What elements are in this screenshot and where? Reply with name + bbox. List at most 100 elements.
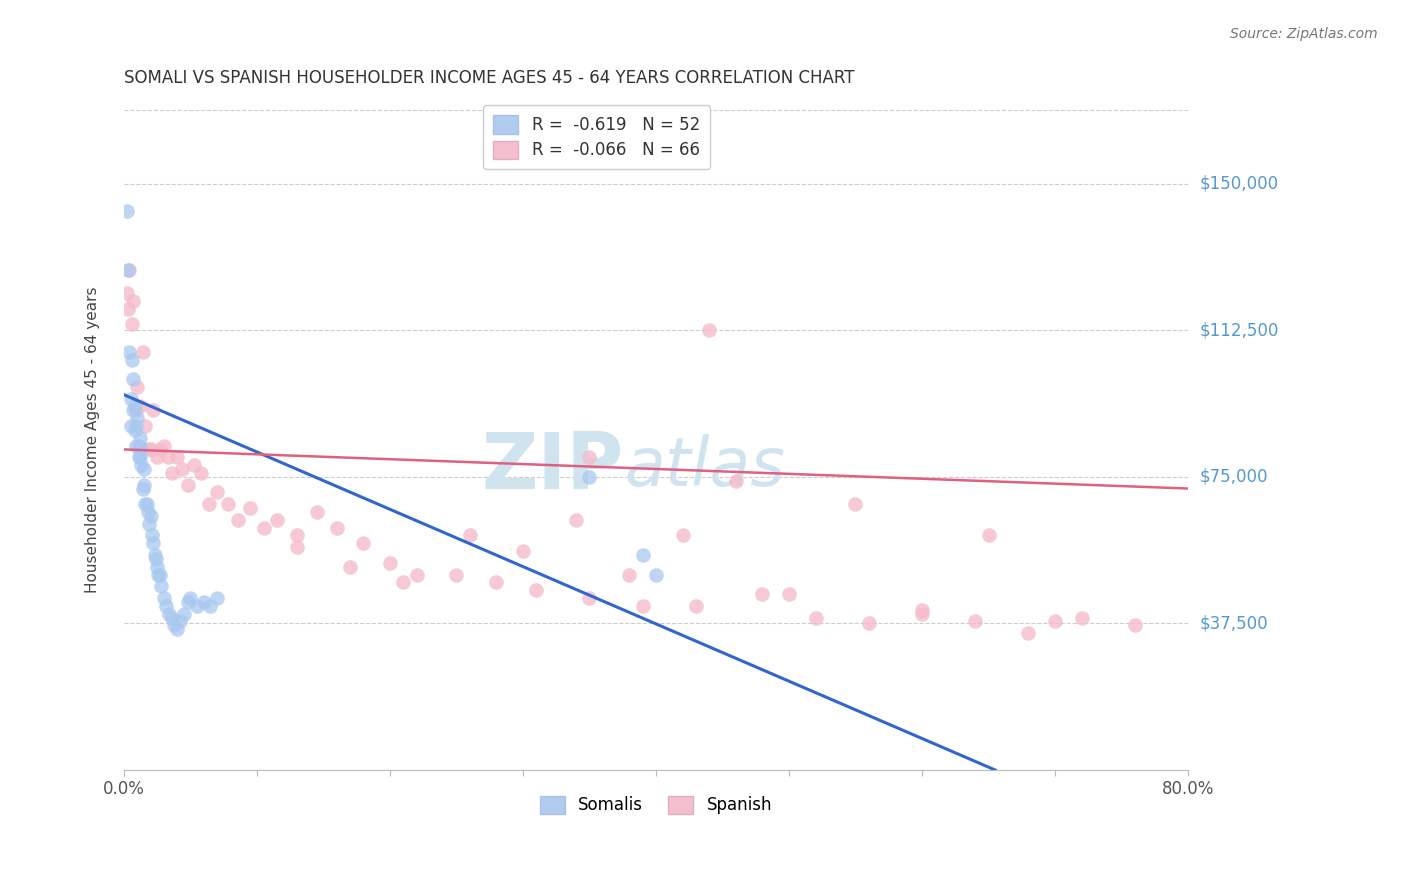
Point: [127, 411, 149, 425]
Point: [128, 438, 150, 452]
Point: [392, 575, 415, 590]
Point: [217, 497, 239, 511]
Point: [145, 552, 167, 566]
Point: [183, 458, 205, 472]
Text: $112,500: $112,500: [1199, 321, 1278, 339]
Point: [285, 540, 308, 554]
Point: [125, 438, 148, 452]
Point: [146, 450, 169, 465]
Point: [671, 528, 693, 542]
Point: [122, 293, 145, 308]
Point: [156, 450, 179, 465]
Point: [166, 450, 188, 465]
Point: [134, 497, 156, 511]
Point: [121, 318, 143, 332]
Point: [157, 607, 180, 621]
Point: [155, 599, 177, 613]
Text: $37,500: $37,500: [1199, 615, 1268, 632]
Point: [142, 536, 165, 550]
Point: [134, 419, 156, 434]
Point: [239, 501, 262, 516]
Point: [645, 567, 668, 582]
Point: [512, 544, 534, 558]
Point: [911, 607, 934, 621]
Point: [911, 603, 934, 617]
Point: [804, 610, 827, 624]
Point: [177, 477, 200, 491]
Point: [266, 513, 288, 527]
Text: $75,000: $75,000: [1199, 467, 1268, 486]
Point: [124, 423, 146, 437]
Point: [485, 575, 508, 590]
Point: [135, 497, 157, 511]
Point: [124, 400, 146, 414]
Point: [190, 466, 212, 480]
Point: [858, 616, 880, 631]
Point: [844, 497, 866, 511]
Point: [619, 567, 641, 582]
Point: [325, 521, 347, 535]
Point: [205, 591, 228, 605]
Point: [226, 513, 249, 527]
Point: [405, 567, 427, 582]
Point: [149, 567, 172, 582]
Point: [198, 497, 221, 511]
Point: [578, 450, 600, 465]
Point: [458, 528, 481, 542]
Text: Source: ZipAtlas.com: Source: ZipAtlas.com: [1230, 27, 1378, 41]
Point: [169, 615, 191, 629]
Point: [578, 591, 600, 605]
Point: [578, 470, 600, 484]
Point: [136, 442, 159, 457]
Point: [138, 516, 160, 531]
Point: [146, 559, 169, 574]
Point: [117, 262, 139, 277]
Point: [149, 442, 172, 457]
Point: [139, 442, 162, 457]
Point: [205, 485, 228, 500]
Point: [565, 513, 588, 527]
Text: atlas: atlas: [624, 434, 785, 500]
Point: [127, 380, 149, 394]
Point: [153, 591, 176, 605]
Point: [1070, 610, 1092, 624]
Point: [724, 474, 747, 488]
Point: [163, 618, 186, 632]
Point: [186, 599, 208, 613]
Point: [252, 521, 274, 535]
Point: [131, 482, 153, 496]
Point: [115, 204, 138, 219]
Point: [177, 595, 200, 609]
Point: [128, 450, 150, 465]
Point: [153, 438, 176, 452]
Point: [141, 528, 163, 542]
Point: [285, 528, 308, 542]
Point: [139, 508, 162, 523]
Point: [1123, 618, 1146, 632]
Text: ZIP: ZIP: [482, 428, 624, 505]
Point: [136, 505, 159, 519]
Point: [132, 462, 155, 476]
Point: [128, 431, 150, 445]
Point: [129, 442, 152, 457]
Point: [778, 587, 800, 601]
Point: [977, 528, 1000, 542]
Point: [685, 599, 707, 613]
Point: [160, 466, 183, 480]
Point: [128, 400, 150, 414]
Point: [172, 462, 194, 476]
Point: [122, 372, 145, 386]
Point: [1017, 626, 1039, 640]
Point: [118, 344, 141, 359]
Point: [193, 595, 215, 609]
Point: [166, 622, 188, 636]
Point: [352, 536, 374, 550]
Point: [125, 419, 148, 434]
Legend: Somalis, Spanish: Somalis, Spanish: [533, 789, 779, 821]
Point: [118, 262, 141, 277]
Point: [378, 556, 401, 570]
Point: [132, 477, 155, 491]
Point: [305, 505, 328, 519]
Point: [524, 583, 547, 598]
Point: [142, 403, 165, 417]
